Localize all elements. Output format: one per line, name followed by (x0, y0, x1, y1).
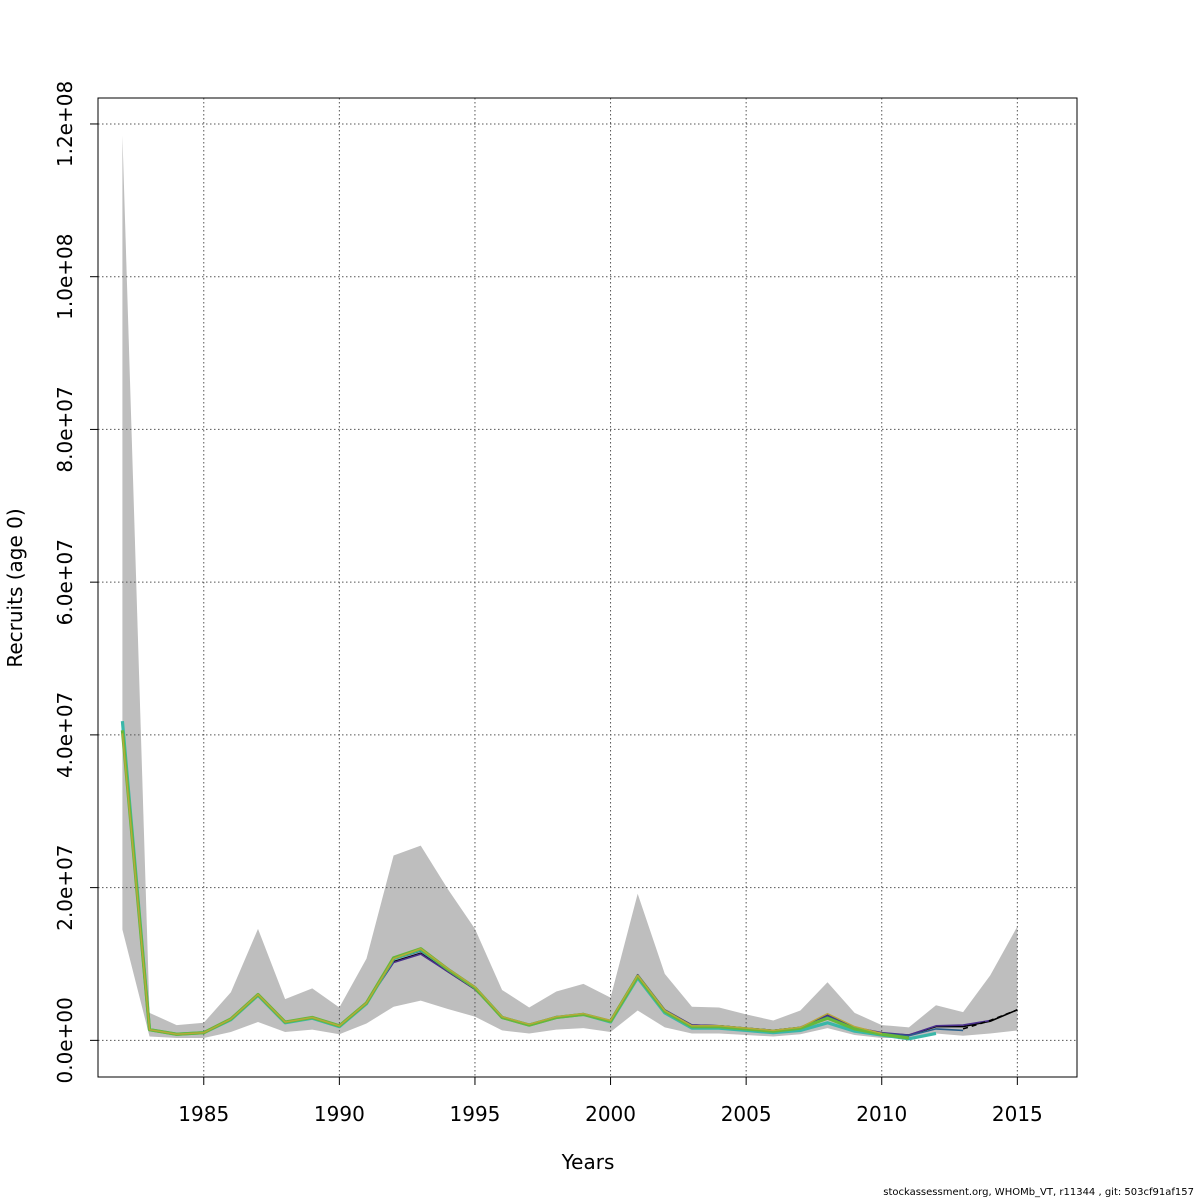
x-tick-label: 1995 (450, 1102, 501, 1126)
y-axis: 0.0e+00 2.0e+07 4.0e+07 6.0e+07 8.0e+07 1.0e+… (53, 81, 98, 1084)
series-line-retro_4 (121, 733, 882, 1035)
x-tick-label: 1985 (178, 1102, 229, 1126)
x-tick-label: 2010 (856, 1102, 907, 1126)
x-axis: 1985 1990 1995 2000 2005 2010 2015 (178, 1077, 1043, 1126)
y-tick-label: 4.0e+07 (53, 692, 77, 778)
grid-layer (98, 98, 1077, 1077)
footer-credit: stockassessment.org, WHOMb_VT, r11344 , … (883, 1187, 1194, 1198)
x-tick-label: 2015 (992, 1102, 1043, 1126)
x-tick-label: 1990 (314, 1102, 365, 1126)
x-tick-label: 2005 (721, 1102, 772, 1126)
series-layer (120, 720, 1018, 1041)
plot-frame (97, 97, 1078, 1078)
x-axis-title: Years (561, 1150, 615, 1174)
x-tick-label: 2000 (585, 1102, 636, 1126)
series-line-dashed (962, 1009, 1018, 1030)
y-axis-title: Recruits (age 0) (3, 508, 27, 667)
y-tick-label: 0.0e+00 (53, 997, 77, 1083)
y-tick-label: 1.2e+08 (53, 81, 77, 167)
y-tick-label: 1.0e+08 (53, 234, 77, 320)
y-tick-label: 6.0e+07 (53, 539, 77, 625)
confidence-band (122, 135, 1018, 1039)
y-tick-label: 8.0e+07 (53, 386, 77, 472)
y-tick-label: 2.0e+07 (53, 844, 77, 930)
confidence-band-layer (122, 135, 1018, 1039)
